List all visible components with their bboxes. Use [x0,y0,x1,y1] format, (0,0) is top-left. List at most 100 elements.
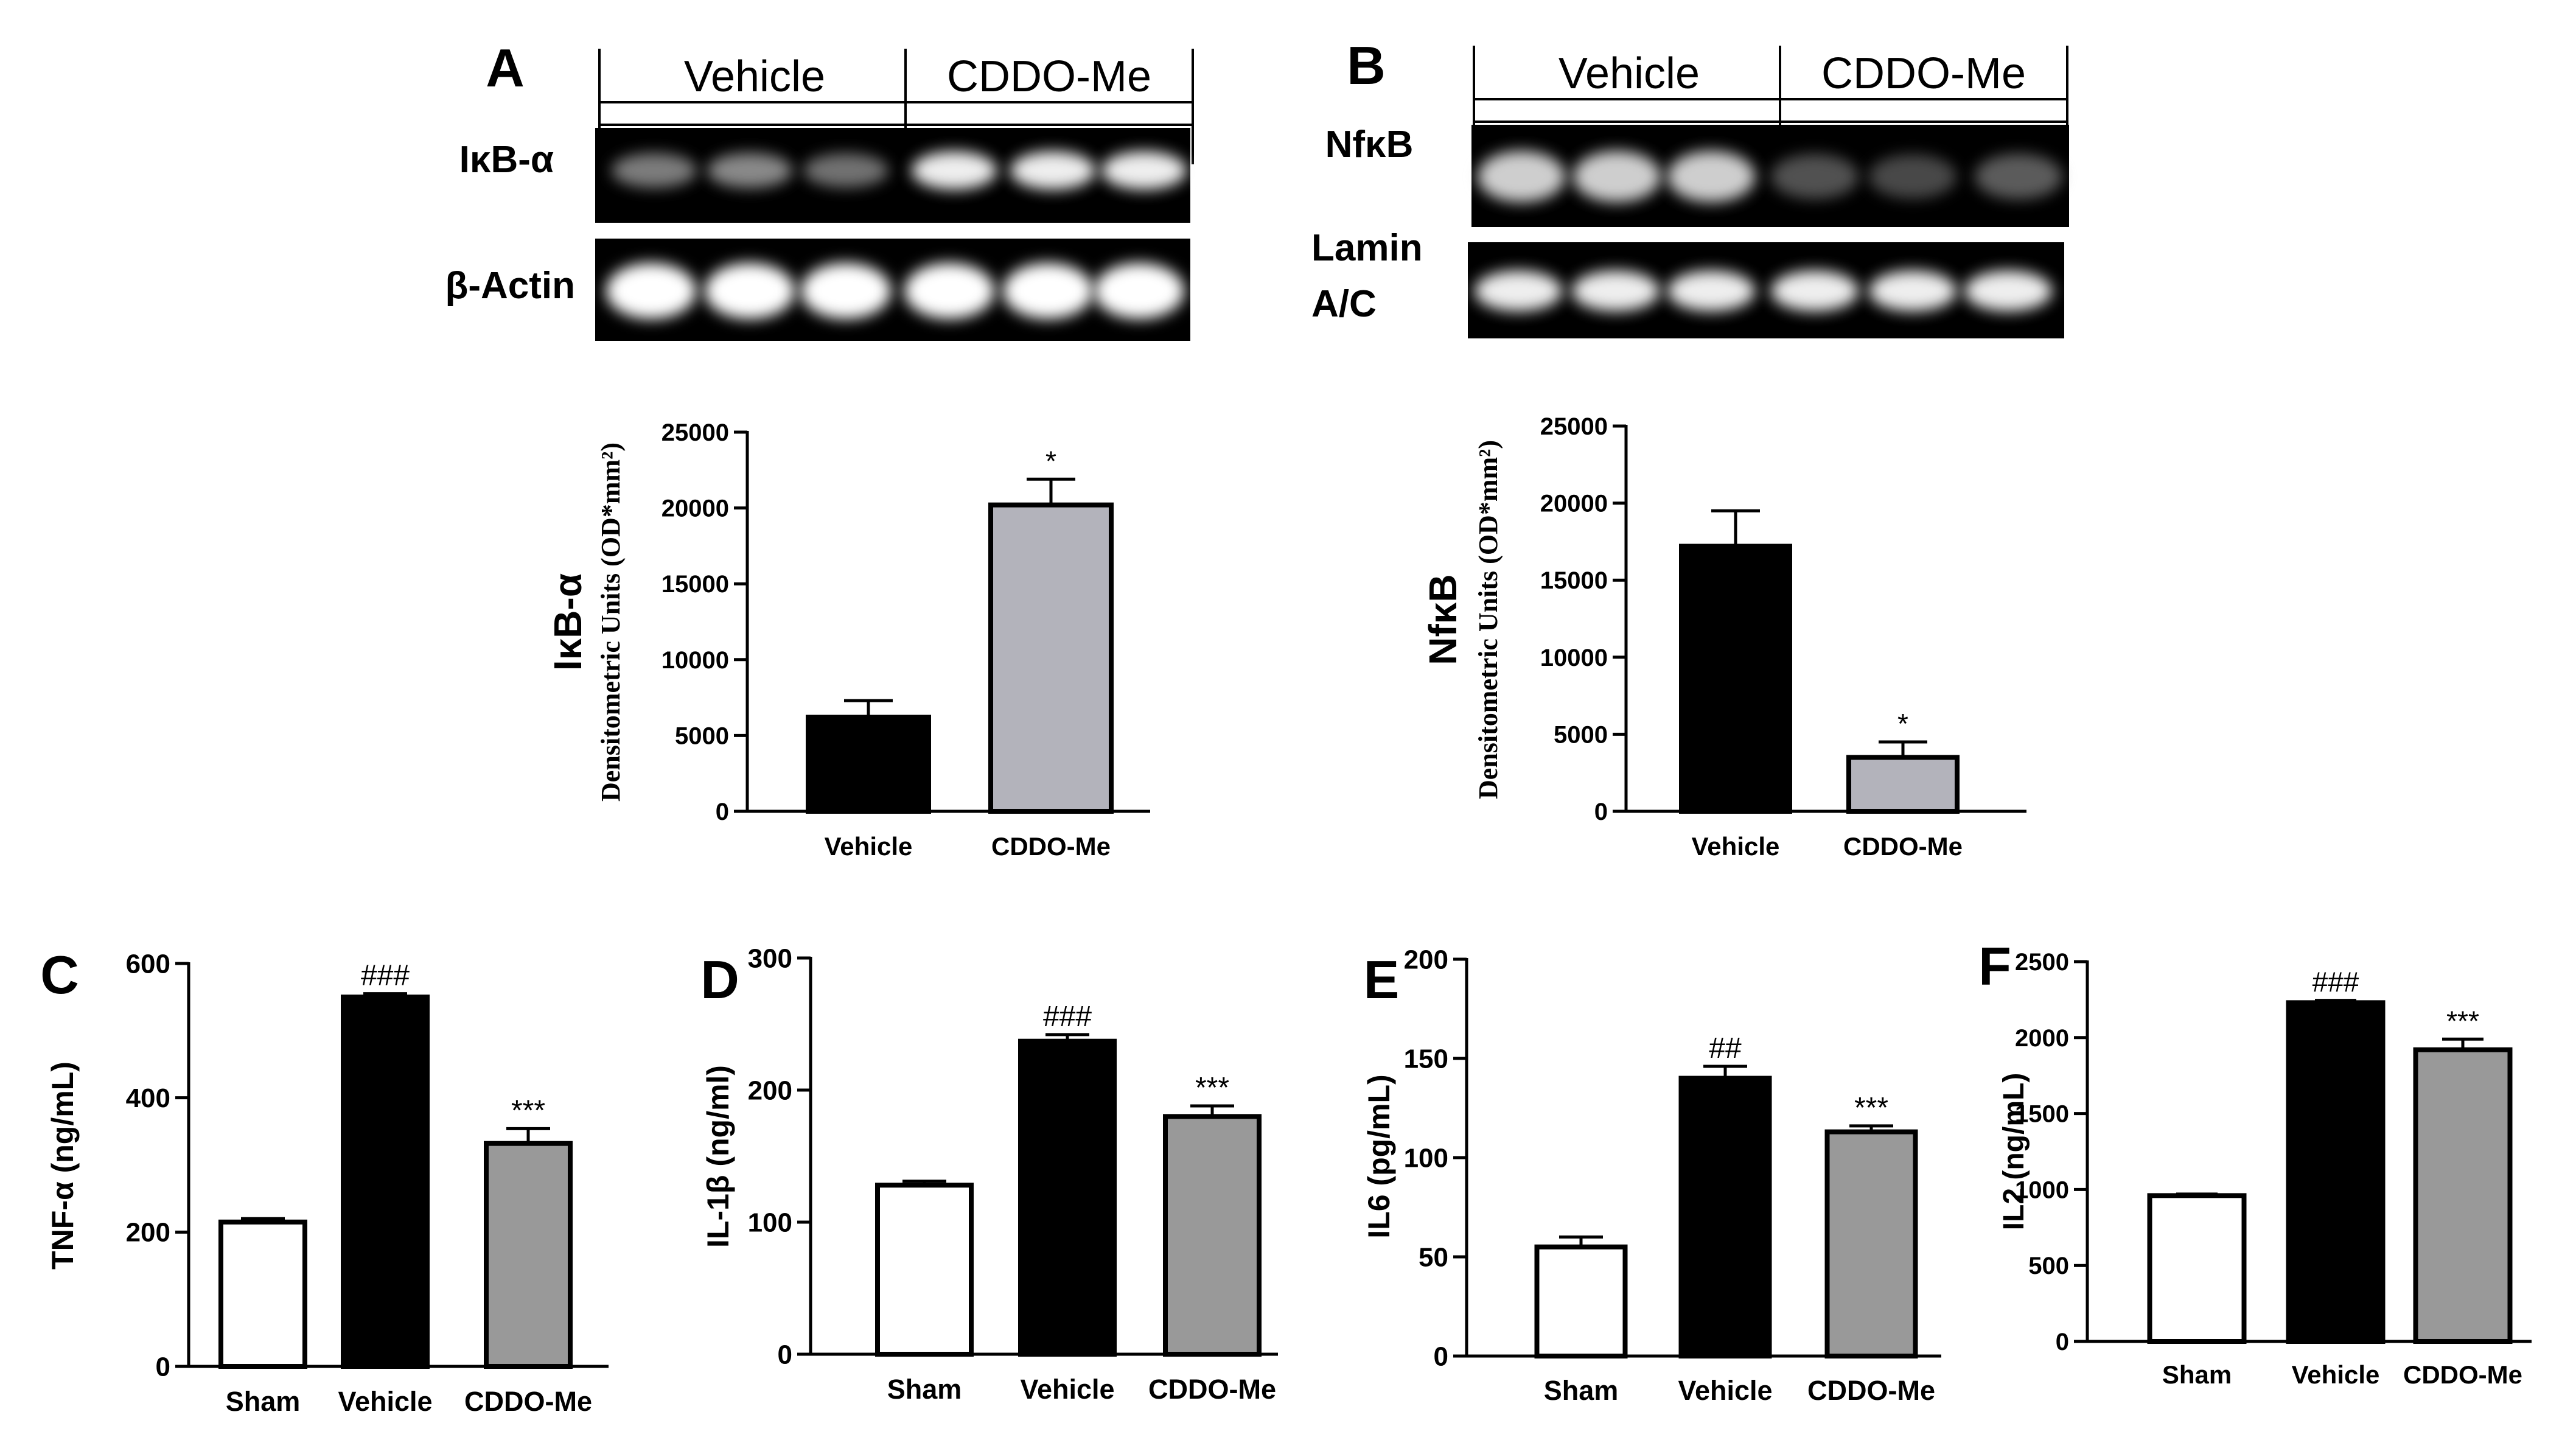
y-tick-label: 200 [126,1218,170,1248]
chart-f-il2: 0 500 1000 1500 2000 2500 IL2 (ng/mL) Sham ### Ve… [1998,949,2532,1389]
bar-cddo-me [988,502,1114,814]
panel-a-blot: A Vehicle CDDO-Me IκB-α β-Actin [445,38,1194,341]
y-tick-label: 0 [1594,799,1608,825]
chart-b-nfkb-densitometry: 0 5000 10000 15000 20000 25000 NfκB Densitometr… [1421,413,2026,861]
bar-sham [875,1183,974,1357]
significance-mark: *** [2446,1005,2479,1037]
significance-mark: *** [1854,1092,1888,1124]
panel-b-blot-label-lamin-line1: Lamin [1311,227,1423,269]
category-label: Sham [1544,1375,1619,1406]
blot-band [1667,270,1755,312]
chart-d-il1b: 0 100 200 300 IL-1β (ng/ml) Sham ### Vehicle ***… [701,943,1278,1405]
panel-b-group-header: Vehicle CDDO-Me [1473,46,2068,125]
panel-b-blot-label-lamin-line2: A/C [1311,283,1377,325]
panel-a-group-vehicle: Vehicle [684,52,825,101]
significance-mark: * [1897,708,1908,739]
y-tick-label: 2000 [2015,1025,2069,1052]
blot-band [801,263,891,319]
y-axis-title-main: IκB-α [546,573,590,671]
category-label: Vehicle [1678,1375,1772,1406]
blot-band [912,151,997,190]
category-label: Sham [887,1374,962,1405]
panel-b-blot-label-nfkb: NfκB [1325,124,1414,166]
panel-b-blot-nfkb-strip [1471,125,2069,227]
y-tick-label: 300 [748,943,792,973]
y-tick-label: 100 [748,1208,792,1237]
panel-b-blot-nfkb-lanes [1478,150,2062,203]
y-tick-label: 100 [1404,1143,1448,1173]
bar-vehicle [806,715,931,814]
panel-b-letter: B [1347,35,1386,96]
panel-f-letter: F [1978,936,2011,996]
y-tick-label: 1000 [2015,1177,2069,1203]
bar-cddo-me [1846,755,1960,814]
bar-cddo-me [2413,1047,2513,1344]
panel-a-letter: A [486,38,525,98]
panel-a-blot-label-actin: β-Actin [445,265,576,307]
y-tick-label: 5000 [1554,721,1608,748]
category-label: CDDO-Me [1148,1374,1276,1405]
bar-vehicle [1018,1038,1117,1357]
chart-e-il6: 0 50 100 150 200 IL6 (pg/mL) Sham ## Vehicle *** C… [1362,945,1941,1406]
significance-mark: ### [2312,967,2359,998]
blot-band [1964,270,2052,312]
blot-band [1094,263,1184,319]
blot-band [1003,263,1093,319]
panel-a-blot-label-ikba: IκB-α [459,139,554,181]
blot-band [803,153,888,187]
y-tick-label: 200 [748,1075,792,1105]
blot-band [705,263,795,319]
y-axis-label: IL-1β (ng/ml) [701,1065,735,1248]
significance-mark: ### [361,960,410,992]
blot-band [904,263,994,319]
category-label: Vehicle [1692,832,1780,861]
bar-sham [2147,1193,2247,1344]
y-tick-label: 15000 [661,571,729,598]
significance-mark: *** [1195,1072,1229,1104]
y-tick-label: 25000 [661,419,729,446]
category-label: CDDO-Me [1807,1375,1935,1406]
y-tick-label: 1500 [2015,1101,2069,1128]
y-tick-label: 10000 [1540,645,1608,671]
y-tick-label: 10000 [661,647,729,674]
y-tick-label: 150 [1404,1044,1448,1074]
y-tick-label: 0 [2056,1329,2069,1355]
significance-mark: * [1045,445,1056,477]
y-tick-label: 50 [1419,1242,1448,1272]
bar-cddo-me [484,1141,573,1369]
significance-mark: ## [1709,1032,1742,1065]
bar-cddo-me [1824,1129,1918,1358]
y-axis-label: Densitometric Units (OD*mm²) [1473,440,1503,799]
chart-c-tnf-alpha: 0 200 400 600 TNF-α (ng/mL) Sham ### Vehicle ***… [46,949,609,1417]
category-label: CDDO-Me [464,1386,592,1417]
bar-vehicle [341,995,430,1369]
y-tick-label: 0 [1434,1341,1448,1371]
y-axis-label: Densitometric Units (OD*mm²) [596,442,626,802]
y-tick-label: 5000 [675,722,729,749]
blot-band [1101,151,1187,190]
panel-a-group-header: Vehicle CDDO-Me [598,49,1194,164]
category-label: Vehicle [1020,1374,1114,1405]
blot-band [1869,154,1956,199]
category-label: CDDO-Me [2403,1360,2522,1389]
panel-b-group-cddo: CDDO-Me [1821,49,2026,98]
y-tick-label: 2500 [2015,949,2069,976]
bar-sham [1534,1244,1628,1358]
bar-sham [218,1219,307,1369]
y-tick-label: 600 [126,949,170,979]
blot-band [1573,150,1661,203]
category-label: Sham [2162,1360,2232,1389]
blot-band [1010,151,1095,190]
y-axis-label: TNF-α (ng/mL) [46,1061,80,1270]
category-label: Vehicle [2292,1360,2380,1389]
y-tick-label: 0 [778,1340,792,1369]
category-label: CDDO-Me [1843,832,1963,861]
y-tick-label: 20000 [1540,491,1608,517]
panel-c-letter: C [40,945,79,1005]
panel-a-blot-ikba-lanes [612,151,1187,190]
blot-band [1975,153,2062,200]
y-tick-label: 0 [716,799,729,825]
significance-mark: ### [1043,1001,1092,1033]
category-label: Vehicle [825,832,913,861]
